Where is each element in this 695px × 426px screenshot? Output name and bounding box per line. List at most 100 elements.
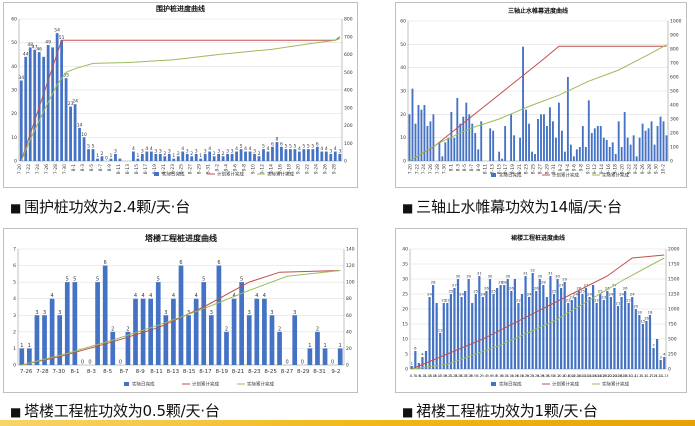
x-tick-label: 9-2	[331, 369, 340, 375]
x-tick-label: 10-22	[602, 374, 612, 378]
bar	[333, 151, 337, 161]
x-tick-label: 9-20	[295, 164, 301, 174]
bar-data-label: 26	[623, 286, 628, 291]
bar-data-label: 5	[293, 144, 296, 150]
x-tick-label: 8-15	[183, 369, 196, 375]
chart-panel-4: 裙楼工程桩进度曲线 0 5 10 15 20 25 30 35 40 0 250 500 750 1000 1…	[395, 228, 687, 393]
bar	[424, 351, 428, 369]
bar-data-label: 2	[190, 151, 193, 157]
bar	[109, 158, 113, 161]
bar-data-label: 3	[270, 310, 273, 316]
bar	[193, 298, 199, 365]
x-tick-label: 9-18	[286, 164, 292, 174]
bar-data-label: 25	[491, 289, 496, 294]
bar	[566, 77, 569, 161]
bar	[596, 126, 599, 161]
chart-title: 三轴止水帷幕进度曲线	[508, 7, 568, 15]
chart-panel-3: 塔楼工程桩进度曲线 0 1 2 3 4 5 6 7 0 20 40 60 80 100 120 140 1 1 3 3 4…	[3, 228, 358, 393]
x-tick-label: 9-18	[516, 374, 524, 378]
bar-data-label: 2	[126, 326, 129, 332]
x-tick-label: 8-13	[125, 164, 131, 174]
bar	[57, 315, 63, 365]
bar	[163, 315, 169, 365]
bar-data-label: 2	[258, 151, 261, 157]
bar-data-label: 4	[132, 146, 135, 152]
bar-data-label: 32	[530, 268, 535, 273]
bar	[474, 133, 477, 161]
bar	[555, 137, 557, 161]
x-tick-label: 8-13	[424, 374, 432, 378]
x-tick-label: 7-28	[53, 164, 59, 174]
chart-2-svg: 三轴止水帷幕进度曲线010203040506001002003004005006…	[400, 7, 681, 179]
bar	[337, 348, 343, 365]
bar-data-label: 24	[480, 292, 485, 297]
bar	[140, 153, 144, 161]
bar-data-label: 48	[27, 42, 33, 48]
y-left-tick-label: 3	[13, 313, 16, 319]
bar	[262, 298, 267, 365]
x-tick-label: 8-25	[264, 369, 277, 375]
x-tick-label: 9-12	[501, 374, 509, 378]
bar	[519, 137, 521, 161]
bar	[492, 294, 495, 369]
bar	[552, 294, 556, 369]
bar	[110, 331, 116, 365]
bar	[629, 144, 632, 161]
bar-data-label: 22	[594, 298, 599, 303]
bar-data-label: 4	[298, 146, 301, 152]
bar	[262, 149, 265, 161]
x-tick-label: 10-2	[661, 164, 667, 174]
bar-data-label: 3	[338, 148, 341, 154]
x-tick-label: 11-1	[629, 374, 637, 378]
x-tick-label: 8-23	[450, 374, 458, 378]
bar-data-label: 4	[244, 146, 247, 152]
y-left-tick-label: 10	[400, 135, 406, 141]
x-tick-label: 8-21	[444, 374, 452, 378]
bar-data-label: 3	[114, 148, 117, 154]
bar	[481, 297, 484, 369]
x-tick-label: 8-1	[71, 369, 80, 375]
bar	[297, 151, 301, 161]
x-tick-label: 8-7	[469, 164, 475, 171]
x-tick-label: 8-7	[98, 164, 104, 171]
y-right-tick-label: 700	[344, 34, 353, 40]
y-left-tick-label: 50	[11, 40, 17, 46]
y-right-tick-label: 200	[344, 123, 353, 129]
bar-data-label: 22	[516, 298, 521, 303]
bar-data-label: 26	[605, 286, 610, 291]
bar-data-label: 1	[339, 343, 342, 349]
bar-data-label: 26	[484, 286, 489, 291]
bar-data-label: 47	[32, 44, 38, 50]
bar	[248, 151, 252, 161]
bar	[644, 130, 647, 161]
bar-data-label: 1	[308, 343, 311, 349]
bar	[648, 315, 652, 369]
bar-data-label: 2	[278, 326, 281, 332]
bar	[64, 78, 68, 161]
bar-data-label: 5	[92, 144, 95, 150]
bar-data-label: 30	[456, 274, 461, 279]
bar-data-label: 5	[157, 277, 160, 283]
bar-data-label: 46	[36, 47, 42, 53]
bar	[60, 40, 64, 161]
bar-data-label: 6	[179, 260, 182, 266]
x-tick-label: 8-21	[161, 164, 167, 174]
x-tick-label: 8-17	[199, 369, 212, 375]
bar-data-label: 4	[263, 293, 266, 299]
bar	[102, 265, 108, 365]
x-tick-label: 9-4	[481, 374, 487, 378]
bar-data-label: 0	[331, 360, 334, 366]
bar	[19, 80, 23, 161]
bar-data-label: 5	[240, 277, 243, 283]
bar-data-label: 0	[119, 360, 122, 366]
bar	[275, 142, 279, 161]
x-tick-label: 8-21	[517, 164, 523, 174]
y-right-tick-label: 20	[346, 346, 352, 352]
x-tick-label: 9-28	[331, 164, 337, 174]
bar	[528, 123, 530, 161]
x-tick-label: 9-12	[592, 164, 598, 174]
bar	[320, 151, 324, 161]
y-left-tick-label: 15	[402, 322, 408, 328]
bar-data-label: 6	[104, 260, 107, 266]
x-tick-label: 8-19	[439, 374, 447, 378]
